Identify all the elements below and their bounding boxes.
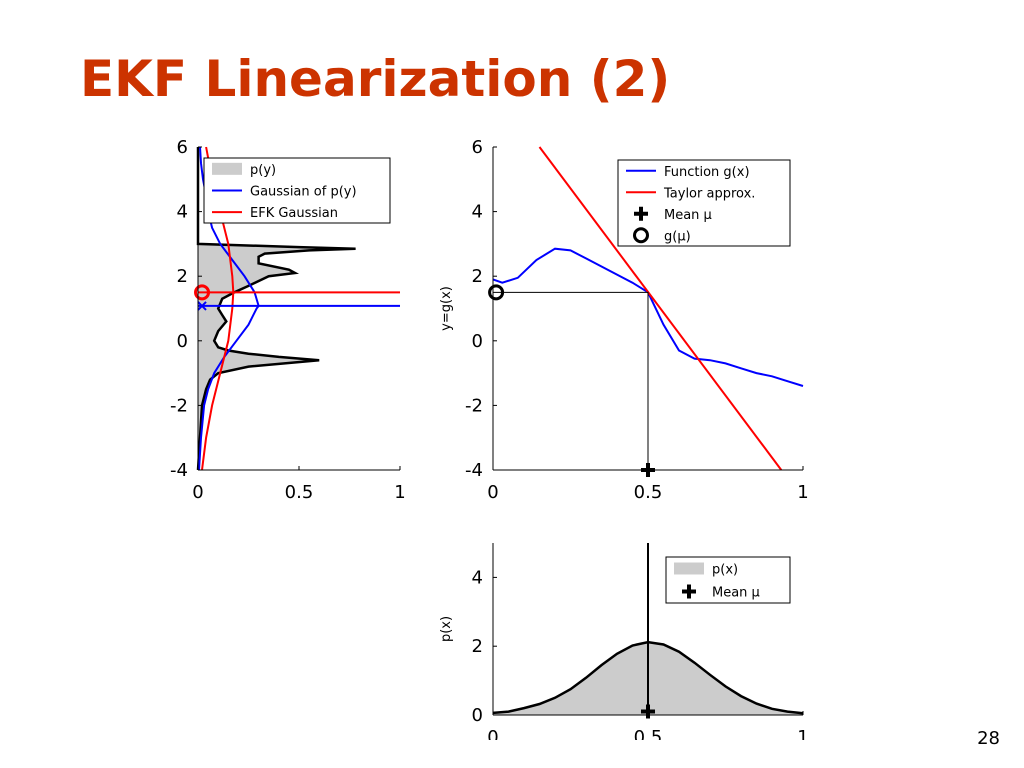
slide-number: 28 xyxy=(977,728,1000,749)
legend-label-gx-0: Function g(x) xyxy=(664,165,750,180)
chart-py: -4 -2 0 2 4 6 0 0.5 1 p(y) Gaussian of p(y) EFK Gau… xyxy=(170,137,406,503)
legend-label-px-0: p(x) xyxy=(712,563,738,578)
x-tick-label-gx-0: 0 xyxy=(487,482,498,503)
legend-label-px-1: Mean μ xyxy=(712,586,760,601)
chart-gx: -4 -2 0 2 4 6 0 0.5 1 y=g(x) Function g(x) Taylor a… xyxy=(439,137,809,503)
legend-label-gx-2: Mean μ xyxy=(664,208,712,223)
x-tick-label-px-0: 0 xyxy=(487,727,498,740)
x-tick-label-py-2: 1 xyxy=(394,482,405,503)
legend-label-py-1: Gaussian of p(y) xyxy=(250,185,357,200)
series-py-0-line xyxy=(196,147,356,471)
y-axis-label-gx: y=g(x) xyxy=(439,286,454,331)
x-tick-label-py-0: 0 xyxy=(192,482,203,503)
series-gx-4-guide xyxy=(493,291,649,470)
x-tick-label-gx-1: 0.5 xyxy=(634,482,663,503)
y-axis-label-px: p(x) xyxy=(439,616,454,642)
y-tick-label-py-1: -2 xyxy=(170,395,188,416)
y-tick-label-py-0: -4 xyxy=(170,460,188,481)
slide-title: EKF Linearization (2) xyxy=(80,50,671,108)
legend-label-py-0: p(y) xyxy=(250,163,276,178)
legend-marker-mean xyxy=(682,584,696,599)
y-tick-label-gx-4: 4 xyxy=(472,202,483,223)
legend-label-gx-1: Taylor approx. xyxy=(663,186,755,201)
plot-py xyxy=(194,146,400,471)
y-tick-label-gx-3: 2 xyxy=(472,266,483,287)
y-tick-label-py-4: 4 xyxy=(177,202,188,223)
y-tick-label-py-3: 2 xyxy=(177,266,188,287)
y-tick-label-py-2: 0 xyxy=(177,331,188,352)
legend-px: p(x) Mean μ xyxy=(665,556,791,604)
x-tick-label-gx-2: 1 xyxy=(797,482,808,503)
series-gx-3-marker xyxy=(488,284,505,301)
series-gx-1-line xyxy=(538,146,783,471)
series-py-3-marker xyxy=(194,284,211,301)
series-gx-0-line xyxy=(492,247,804,387)
y-tick-label-px-0: 0 xyxy=(472,705,483,726)
x-tick-label-px-2: 1 xyxy=(797,727,808,740)
y-tick-label-gx-1: -2 xyxy=(465,395,483,416)
y-tick-label-py-5: 6 xyxy=(177,137,188,158)
legend-swatch-py xyxy=(212,162,242,175)
legend-marker-g xyxy=(633,227,649,244)
y-tick-label-gx-5: 6 xyxy=(472,137,483,158)
y-tick-label-px-1: 2 xyxy=(472,636,483,657)
x-tick-label-py-1: 0.5 xyxy=(285,482,314,503)
y-tick-label-gx-0: -4 xyxy=(465,460,483,481)
legend-label-gx-3: g(μ) xyxy=(664,229,691,244)
legend-label-py-2: EFK Gaussian xyxy=(250,206,338,221)
legend-py: p(y) Gaussian of p(y) EFK Gaussian xyxy=(203,157,391,224)
legend-swatch-px xyxy=(674,562,704,575)
chart-px: 0 2 4 0 0.5 1 p(x) p(x) Mean μ xyxy=(439,543,809,740)
y-tick-label-gx-2: 0 xyxy=(472,331,483,352)
series-py-4-marker xyxy=(197,301,207,311)
legend-marker-mean xyxy=(634,206,648,221)
x-tick-label-px-1: 0.5 xyxy=(634,727,663,740)
y-tick-label-px-2: 4 xyxy=(472,567,483,588)
legend-gx: Function g(x) Taylor approx. Mean μ g(μ) xyxy=(617,159,791,247)
